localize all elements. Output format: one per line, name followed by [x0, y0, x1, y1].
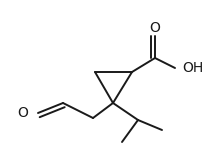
Text: O: O	[150, 21, 160, 35]
Text: O: O	[17, 106, 28, 120]
Text: OH: OH	[182, 61, 203, 75]
